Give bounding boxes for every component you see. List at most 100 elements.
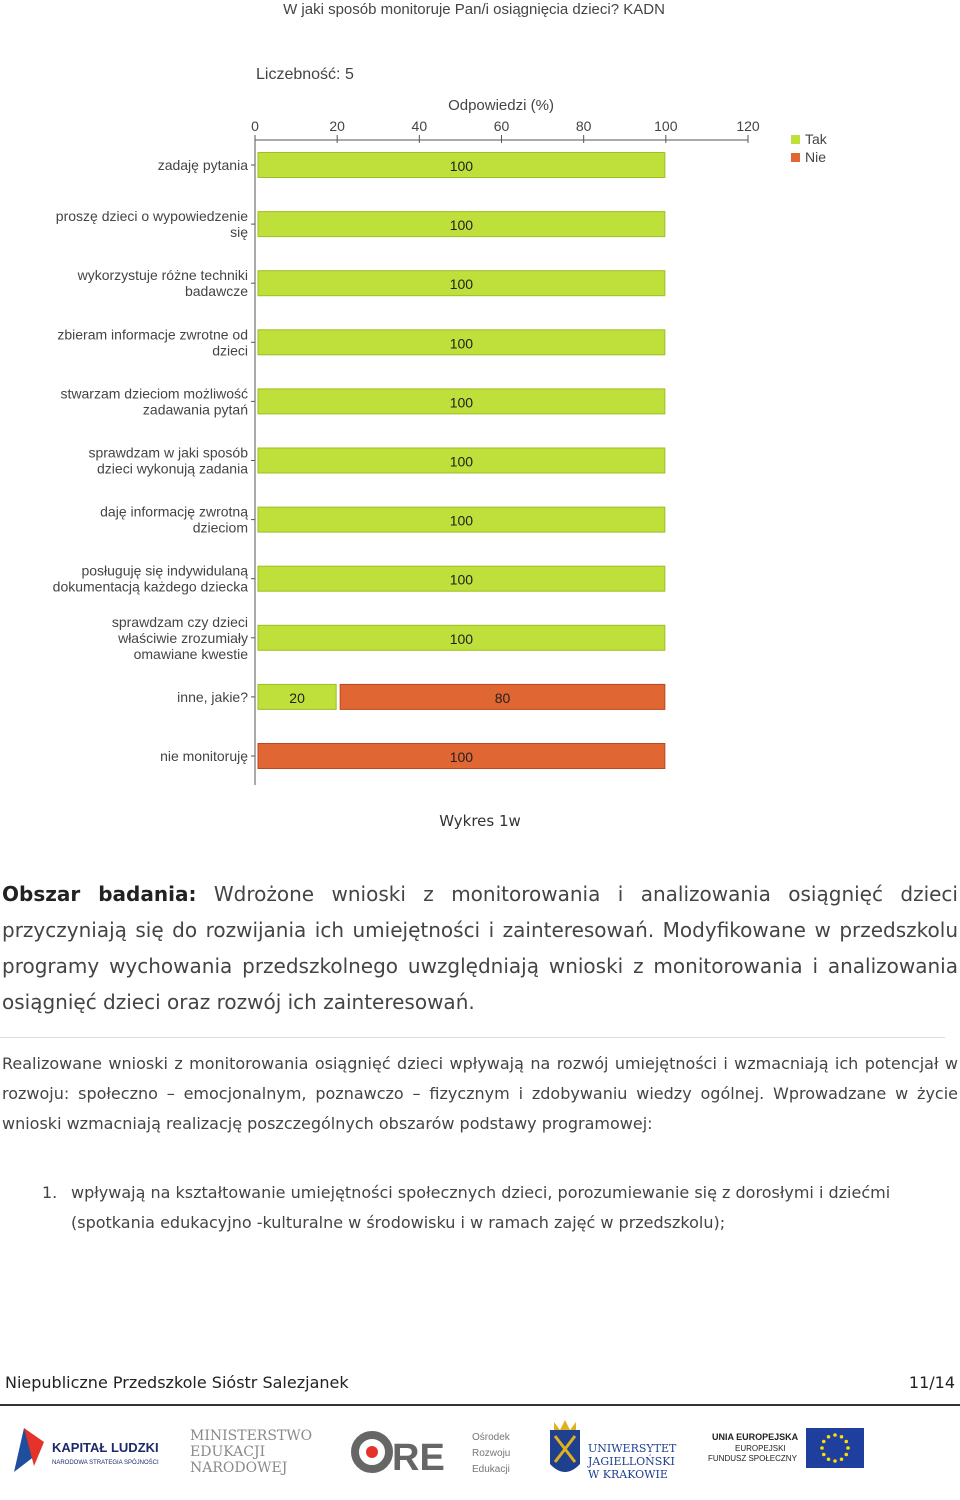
- category-label: zadawania pytań: [143, 401, 248, 417]
- bar-chart-svg: W jaki sposób monitoruje Pan/i osiągnięc…: [53, 1, 828, 785]
- eu-star: [839, 1434, 844, 1439]
- ore-logo: RE Ośrodek Rozwoju Edukacji: [351, 1431, 511, 1479]
- kapital-ludzki-logo: KAPITAŁ LUDZKI NARODOWA STRATEGIA SPÓJNO…: [14, 1428, 159, 1472]
- research-area-label: Obszar badania:: [2, 882, 197, 906]
- eu-stars-icon: [820, 1433, 850, 1463]
- category-label: badawcze: [185, 283, 248, 299]
- bar-value-label: 100: [450, 276, 474, 292]
- bar-value-label: 100: [450, 217, 474, 233]
- bar-tak: [257, 624, 666, 651]
- bar-value-label: 20: [289, 690, 305, 706]
- eu-star: [826, 1434, 831, 1439]
- bar-tak: [257, 211, 666, 238]
- uj-line-3: W KRAKOWIE: [588, 1468, 668, 1481]
- ore-line-2: Rozwoju: [472, 1448, 510, 1459]
- chart-subtitle: Liczebność: 5: [256, 66, 354, 83]
- category-label: sprawdzam czy dzieci: [112, 614, 248, 630]
- ue-line-3: FUNDUSZ SPOŁECZNY: [708, 1454, 798, 1463]
- list-item-text: wpływają na kształtowanie umiejętności s…: [71, 1183, 891, 1232]
- category-label: proszę dzieci o wypowiedzenie: [56, 208, 248, 224]
- ue-line-2: EUROPEJSKI: [735, 1444, 786, 1453]
- bar-nie: [339, 683, 666, 710]
- category-label: nie monitoruję: [160, 748, 248, 764]
- list-item-number: 1.: [42, 1183, 58, 1202]
- men-logo: MINISTERSTWO EDUKACJI NARODOWEJ: [190, 1428, 312, 1476]
- bar-value-label: 80: [495, 690, 511, 706]
- eu-star: [821, 1452, 826, 1457]
- bar-tak: [257, 683, 337, 710]
- bar-value-label: 100: [450, 749, 474, 765]
- eu-star: [826, 1457, 831, 1462]
- category-label: dzieciom: [193, 520, 248, 536]
- category-label: dzieci wykonują zadania: [97, 461, 248, 477]
- bar-tak: [257, 329, 666, 356]
- category-label: daję informację zwrotną: [100, 504, 248, 520]
- category-label: posługuję się indywidulaną: [81, 563, 248, 579]
- category-label: sprawdzam w jaki sposób: [88, 445, 248, 461]
- category-label: właściwie zrozumiały: [117, 630, 248, 646]
- x-tick-label: 120: [736, 118, 760, 134]
- bar-value-label: 100: [450, 158, 474, 174]
- x-tick-label: 40: [412, 118, 428, 134]
- ore-mark: RE: [392, 1437, 445, 1479]
- x-tick-label: 0: [251, 118, 259, 134]
- eu-star: [844, 1452, 849, 1457]
- men-line-2: EDUKACJI: [190, 1444, 265, 1460]
- uj-logo: UNIWERSYTET JAGIELLOŃSKI W KRAKOWIE: [550, 1420, 677, 1481]
- category-label: stwarzam dzieciom możliwość: [61, 385, 248, 401]
- research-area-text: Wdrożone wnioski z monitorowania i anali…: [2, 882, 958, 1014]
- body-paragraph: Realizowane wnioski z monitorowania osią…: [2, 1054, 958, 1133]
- ore-line-3: Edukacji: [472, 1464, 510, 1475]
- category-label: dzieci: [212, 342, 248, 358]
- sponsor-logos: KAPITAŁ LUDZKI NARODOWA STRATEGIA SPÓJNO…: [0, 1414, 960, 1496]
- category-label: dokumentacją każdego dziecka: [53, 579, 249, 595]
- bar-value-label: 100: [450, 572, 474, 588]
- bar-value-label: 100: [450, 335, 474, 351]
- category-label: wykorzystuje różne techniki: [77, 267, 248, 283]
- legend-label-tak: Tak: [805, 131, 828, 147]
- footer-divider: [0, 1404, 960, 1406]
- men-line-3: NARODOWEJ: [190, 1460, 287, 1476]
- eu-star: [844, 1439, 849, 1444]
- kapital-ludzki-subtitle: NARODOWA STRATEGIA SPÓJNOŚCI: [52, 1458, 159, 1466]
- kapital-ludzki-star-icon: [14, 1428, 40, 1472]
- eu-star: [833, 1433, 837, 1437]
- legend-label-nie: Nie: [805, 149, 826, 165]
- footer-page-number: 11/14: [908, 1373, 955, 1392]
- category-label: zadaję pytania: [158, 157, 249, 173]
- uj-line-2: JAGIELLOŃSKI: [587, 1454, 675, 1468]
- x-tick-label: 60: [494, 118, 510, 134]
- kapital-ludzki-title: KAPITAŁ LUDZKI: [52, 1440, 159, 1455]
- footer-school-name: Niepubliczne Przedszkole Sióstr Salezjan…: [5, 1373, 349, 1392]
- eu-star: [821, 1439, 826, 1444]
- legend-swatch-tak: [791, 135, 800, 144]
- category-label: omawiane kwestie: [134, 646, 249, 662]
- chart: W jaki sposób monitoruje Pan/i osiągnięc…: [53, 1, 828, 785]
- ue-line-1: UNIA EUROPEJSKA: [712, 1432, 799, 1442]
- x-axis-label: Odpowiedzi (%): [448, 97, 554, 114]
- chart-caption: Wykres 1w: [439, 812, 521, 830]
- category-label: inne, jakie?: [177, 689, 248, 705]
- bar-nie: [257, 743, 666, 769]
- kapital-ludzki-flame-icon: [24, 1428, 44, 1466]
- bar-tak: [257, 152, 666, 178]
- bar-value-label: 100: [450, 513, 474, 529]
- ore-line-1: Ośrodek: [472, 1432, 511, 1443]
- uj-crown-icon: [554, 1420, 576, 1430]
- ue-logo: UNIA EUROPEJSKA EUROPEJSKI FUNDUSZ SPOŁE…: [708, 1428, 864, 1468]
- bar-tak: [257, 447, 666, 474]
- eu-star: [820, 1446, 824, 1450]
- eu-star: [846, 1446, 850, 1450]
- ore-dot-icon: [366, 1446, 378, 1458]
- bar-value-label: 100: [450, 394, 474, 410]
- chart-title: W jaki sposób monitoruje Pan/i osiągnięc…: [283, 1, 665, 18]
- category-label: zbieram informacje zwrotne od: [57, 326, 248, 342]
- eu-star: [839, 1457, 844, 1462]
- research-area-paragraph: Obszar badania: Wdrożone wnioski z monit…: [2, 876, 958, 1020]
- x-tick-label: 80: [576, 118, 592, 134]
- x-tick-label: 100: [654, 118, 678, 134]
- bar-tak: [257, 388, 666, 415]
- bar-tak: [257, 270, 666, 297]
- divider: [0, 1037, 945, 1038]
- category-label: się: [230, 224, 248, 240]
